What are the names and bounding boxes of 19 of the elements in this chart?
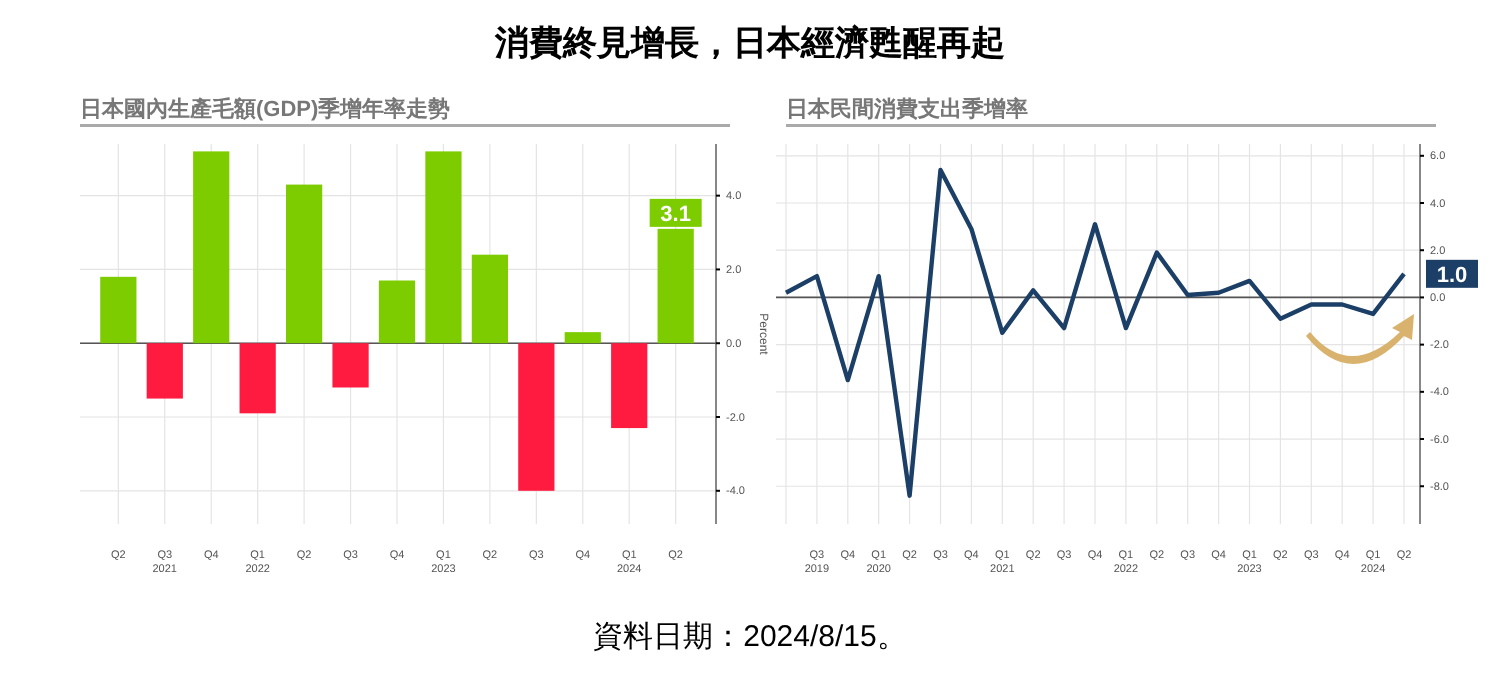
data-label: 1.0 [1436,263,1468,288]
bar [471,254,508,344]
chart-subtitle: 日本國內生產毛額(GDP)季增年率走勢 [80,96,451,122]
bar [564,332,601,344]
bar [378,280,416,344]
data-label: 3.1 [660,202,691,227]
chart-title: 日本民間消費支出季增率 [786,96,1028,122]
line-series [783,167,1407,498]
bar [193,151,230,344]
bar [286,184,323,344]
bar [518,343,555,491]
bar [146,343,183,399]
bar [100,276,137,344]
bar [611,343,648,429]
bar [425,151,462,344]
text: 資料日期：2024/8/15。 [593,620,907,654]
chart-title: 消費終見增長，日本經濟甦醒再起 [493,24,1005,62]
bar [332,343,369,388]
bar [239,343,276,414]
